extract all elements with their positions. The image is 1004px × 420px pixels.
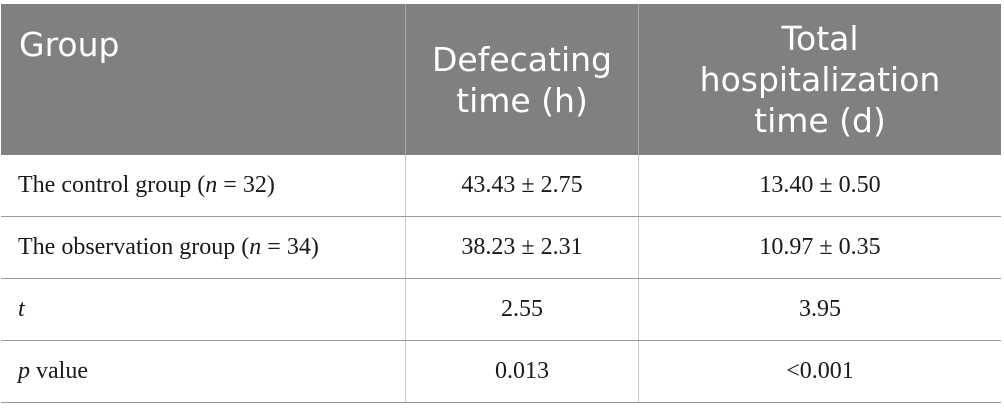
header-defecating-line-2: time (h) [456,80,588,120]
row-label-suffix: = 32) [217,172,275,198]
cell-hospitalization: <0.001 [638,340,1001,403]
header-hospitalization-line-3: time (d) [754,101,886,140]
row-label-italic: p [18,358,30,384]
cell-defecating: 38.23 ± 2.31 [405,216,639,279]
header-hospitalization-line-2: hospitalization [699,60,941,99]
header-hospitalization-line-1: Total [781,19,859,58]
cell-defecating: 0.013 [405,340,639,403]
cell-defecating: 2.55 [405,278,639,341]
header-hospitalization-time: Total hospitalization time (d) [638,4,1001,155]
header-defecating-time: Defecating time (h) [405,4,639,155]
header-group: Group [1,4,406,155]
table-body: The control group (n = 32) 43.43 ± 2.75 … [1,155,1001,403]
table-header: Group Defecating time (h) Total hospital… [1,4,1001,155]
row-label-italic: t [18,296,25,322]
row-label-italic: n [249,234,262,260]
row-label: The control group (n = 32) [1,155,406,217]
table-row: The control group (n = 32) 43.43 ± 2.75 … [1,155,1001,217]
data-table: Group Defecating time (h) Total hospital… [1,4,1001,403]
row-label-italic: n [205,172,218,198]
table-row: t 2.55 3.95 [1,278,1001,341]
row-label-text: The observation group ( [18,234,250,260]
row-label-suffix: = 34) [261,234,319,260]
table-row: p value 0.013 <0.001 [1,340,1001,403]
cell-hospitalization: 10.97 ± 0.35 [638,216,1001,279]
header-row: Group Defecating time (h) Total hospital… [1,4,1001,155]
row-label-suffix: value [30,358,88,384]
header-defecating-line-1: Defecating [432,39,612,79]
cell-hospitalization: 13.40 ± 0.50 [638,155,1001,217]
row-label: t [1,278,406,341]
cell-defecating: 43.43 ± 2.75 [405,155,639,217]
cell-hospitalization: 3.95 [638,278,1001,341]
header-group-line: Group [19,25,120,64]
row-label: p value [1,340,406,403]
row-label-text: The control group ( [18,172,206,198]
row-label: The observation group (n = 34) [1,216,406,279]
table-row: The observation group (n = 34) 38.23 ± 2… [1,216,1001,279]
